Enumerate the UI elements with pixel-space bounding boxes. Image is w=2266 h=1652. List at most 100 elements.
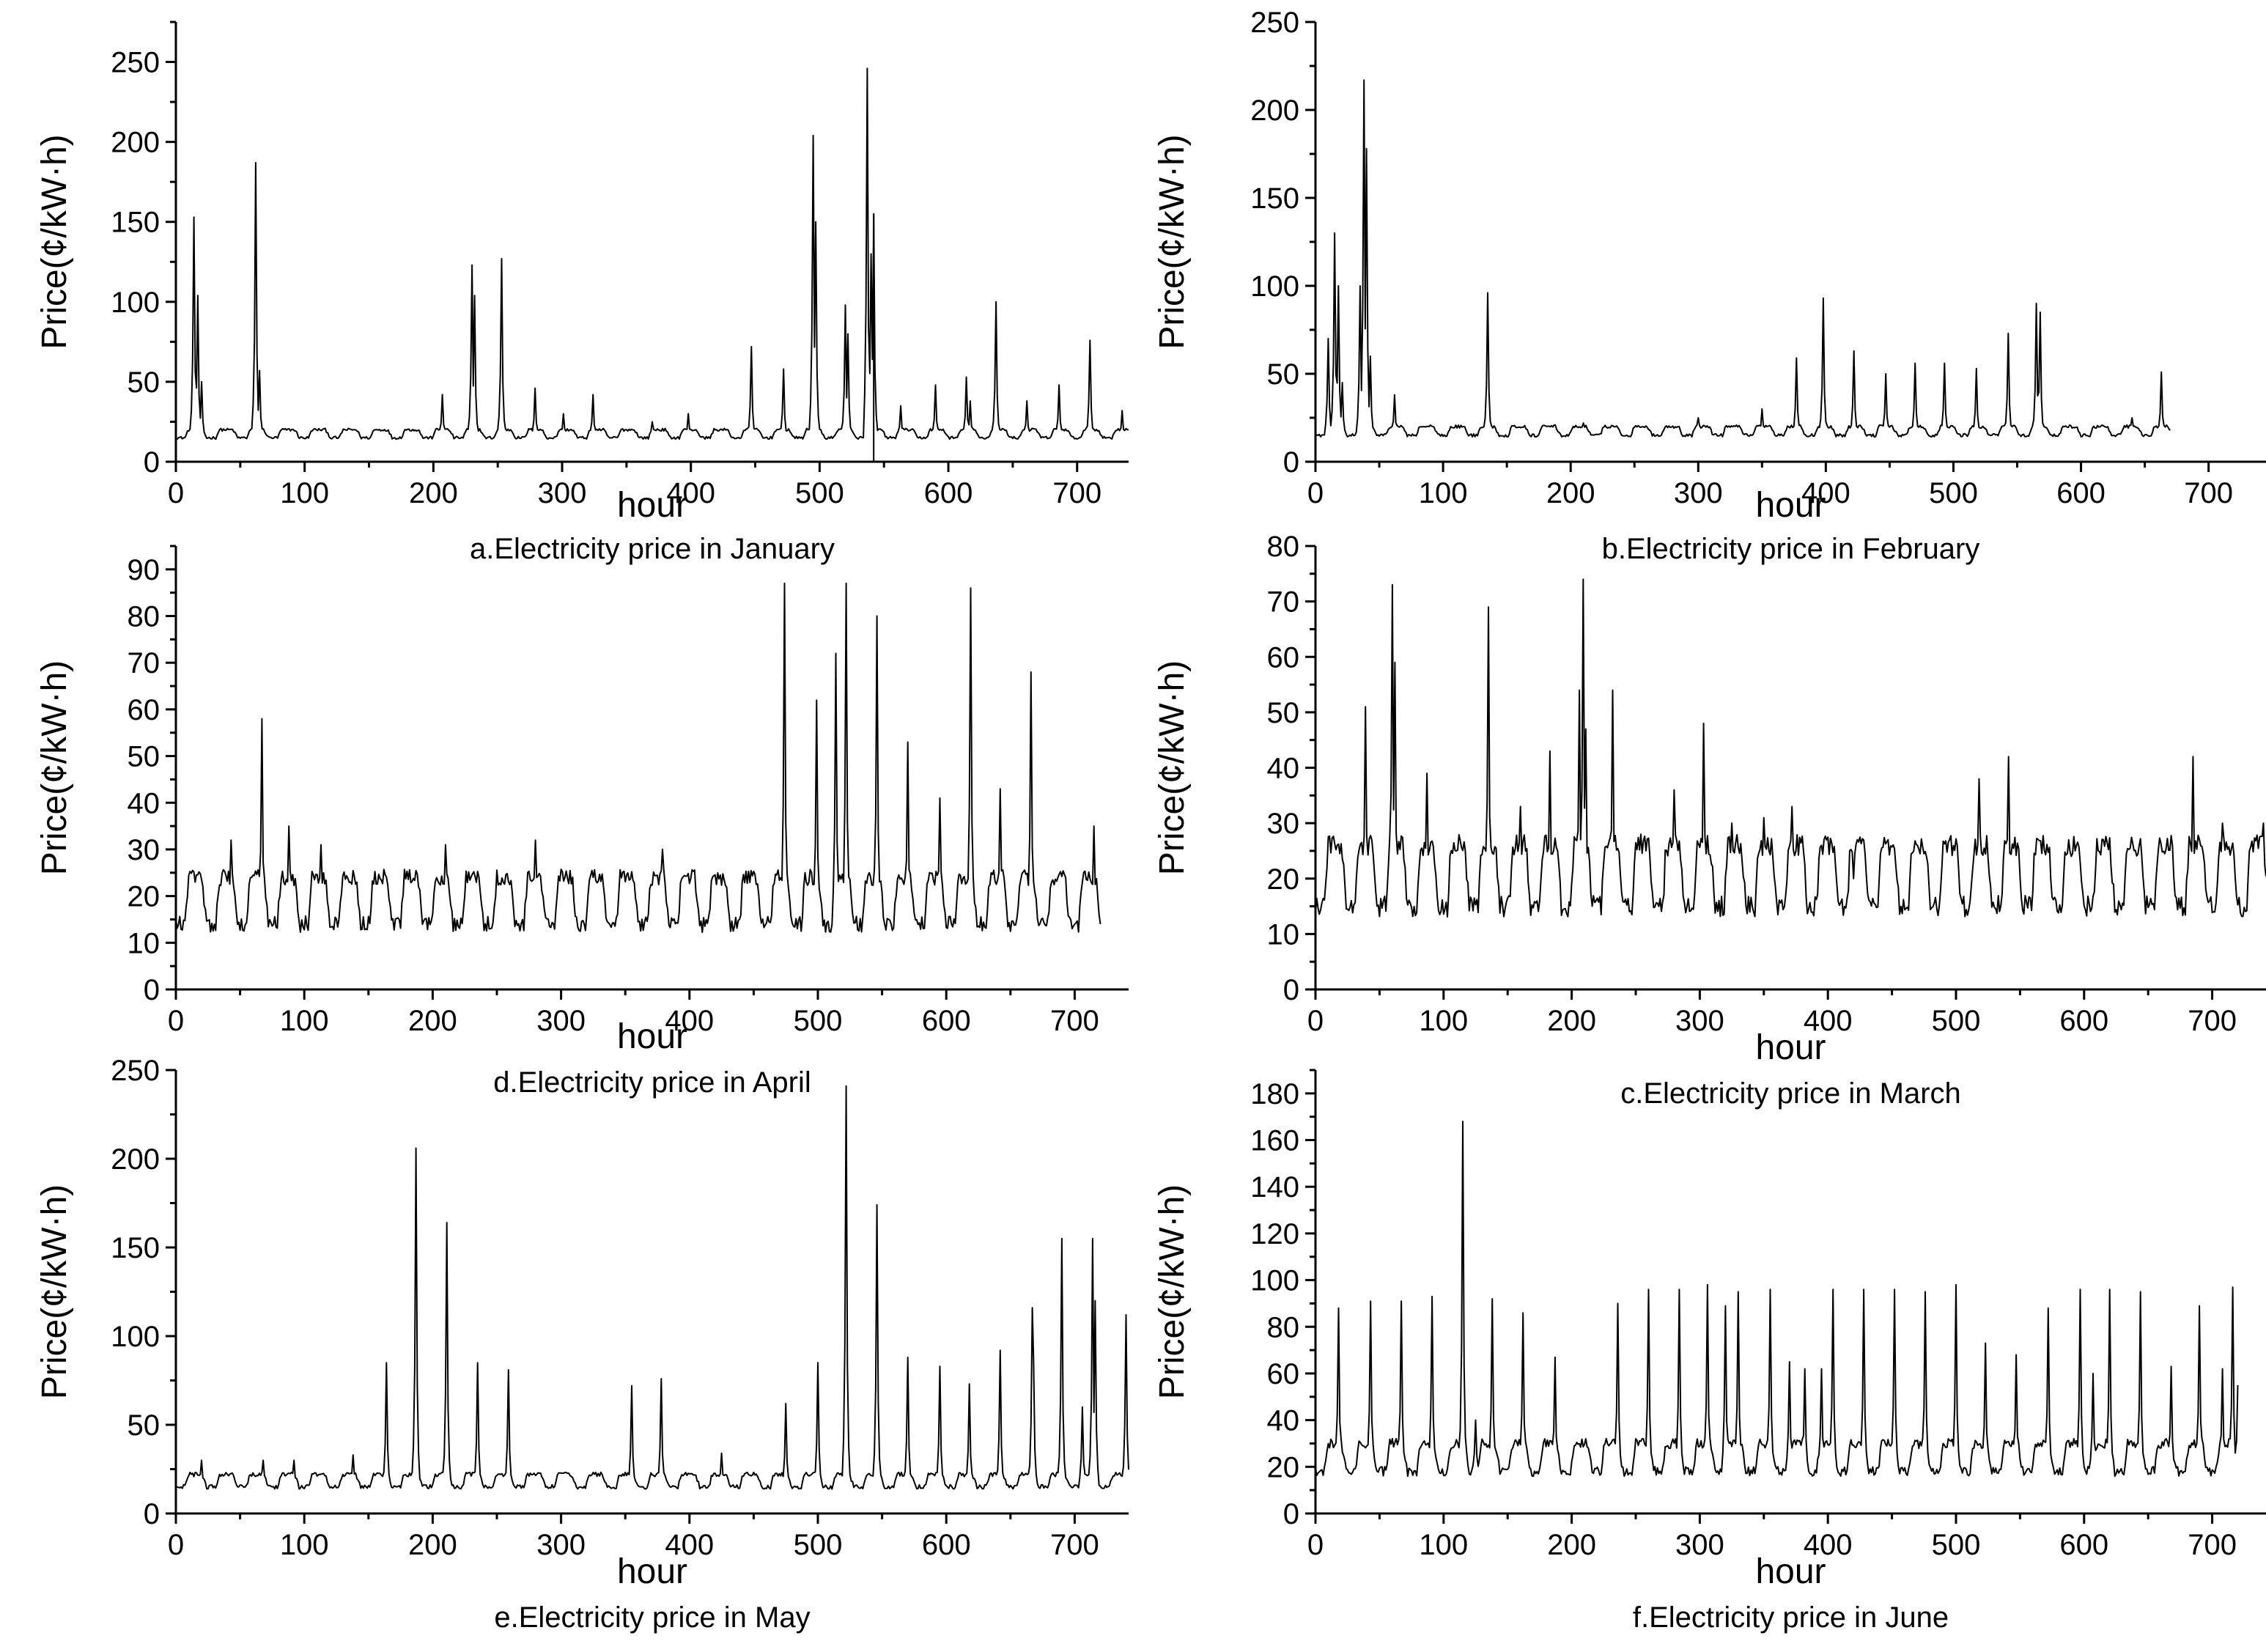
y-tick-label: 100 <box>1250 270 1299 303</box>
x-tick-label: 700 <box>2188 1529 2237 1561</box>
y-tick-label: 180 <box>1250 1078 1299 1110</box>
x-tick-label: 0 <box>168 1529 184 1561</box>
price-series-line <box>1315 79 2171 438</box>
y-tick-label: 10 <box>128 927 160 959</box>
y-tick-label: 250 <box>1250 7 1299 39</box>
x-tick-label: 200 <box>1546 477 1595 509</box>
y-tick-label: 30 <box>1267 808 1300 840</box>
x-axis-title: hour <box>1755 1552 1826 1591</box>
y-axis-title: Price(¢/kW·h) <box>1153 134 1192 349</box>
x-tick-label: 700 <box>1050 1529 1099 1561</box>
chart-panel-a: 0 50 100 150 200 250 0 100 200 300 400 500 600 700 hou… <box>35 21 1129 565</box>
y-tick-label: 50 <box>128 366 160 399</box>
y-tick-label: 100 <box>111 1321 160 1353</box>
x-tick-label: 0 <box>168 1005 184 1037</box>
y-tick-label: 250 <box>111 47 160 79</box>
x-tick-label: 600 <box>2059 1529 2108 1561</box>
y-tick-label: 40 <box>128 787 160 819</box>
y-tick-label: 100 <box>1250 1265 1299 1297</box>
x-tick-label: 400 <box>1804 1005 1853 1037</box>
chart-caption: f.Electricity price in June <box>1633 1601 1949 1634</box>
chart-caption: d.Electricity price in April <box>493 1066 811 1099</box>
y-tick-label: 200 <box>1250 95 1299 127</box>
x-tick-label: 500 <box>795 477 844 509</box>
x-tick-label: 700 <box>2184 477 2233 509</box>
x-tick-label: 100 <box>280 1529 329 1561</box>
price-series-line <box>176 67 1129 440</box>
x-tick-label: 0 <box>1307 1529 1324 1561</box>
price-series-line <box>1315 1121 2239 1478</box>
price-series-line <box>1315 578 2266 918</box>
y-tick-label: 0 <box>144 1498 160 1530</box>
x-tick-label: 500 <box>1929 477 1978 509</box>
y-tick-label: 30 <box>128 834 160 866</box>
x-tick-label: 700 <box>1050 1005 1099 1037</box>
y-tick-label: 0 <box>144 446 160 479</box>
y-axis-title: Price(¢/kW·h) <box>1153 1184 1192 1399</box>
y-axis-title: Price(¢/kW·h) <box>35 660 74 875</box>
x-tick-label: 200 <box>408 1005 457 1037</box>
y-tick-label: 0 <box>144 974 160 1006</box>
x-tick-label: 200 <box>1547 1005 1596 1037</box>
y-tick-label: 70 <box>1267 586 1300 619</box>
chart-panel-f: 0 20 40 60 80 100 120 140 160 180 0 100 200 300 400 500… <box>1153 1069 2266 1634</box>
x-tick-label: 300 <box>536 1529 586 1561</box>
x-tick-label: 200 <box>409 477 458 509</box>
x-tick-label: 0 <box>1307 1005 1324 1037</box>
y-tick-label: 50 <box>1267 697 1300 729</box>
price-series-line <box>175 1085 1129 1490</box>
y-tick-label: 60 <box>1267 1358 1300 1390</box>
chart-caption: e.Electricity price in May <box>494 1601 810 1634</box>
y-tick-label: 20 <box>1267 863 1300 896</box>
x-tick-label: 300 <box>1675 1529 1724 1561</box>
x-axis-title: hour <box>617 486 687 525</box>
x-tick-label: 100 <box>1419 477 1468 509</box>
chart-panel-b: 0 50 100 150 200 250 0 100 200 300 400 500 600 700 hou… <box>1153 7 2266 565</box>
price-series-line <box>175 582 1101 933</box>
x-tick-label: 200 <box>1547 1529 1596 1561</box>
y-tick-label: 10 <box>1267 918 1300 951</box>
y-tick-label: 120 <box>1250 1218 1299 1250</box>
x-axis-title: hour <box>1755 486 1826 525</box>
x-tick-label: 400 <box>1804 1529 1853 1561</box>
x-tick-label: 500 <box>794 1005 843 1037</box>
y-tick-label: 0 <box>1283 974 1299 1006</box>
x-axis-title: hour <box>617 1017 687 1056</box>
y-tick-label: 200 <box>111 1143 160 1176</box>
y-tick-label: 150 <box>111 207 160 239</box>
y-tick-label: 60 <box>1267 641 1300 674</box>
x-tick-label: 300 <box>536 1005 586 1037</box>
x-tick-label: 300 <box>1674 477 1723 509</box>
x-tick-label: 300 <box>538 477 587 509</box>
x-tick-label: 400 <box>666 477 715 509</box>
y-tick-label: 90 <box>128 554 160 586</box>
x-axis-title: hour <box>1755 1028 1826 1067</box>
y-tick-label: 40 <box>1267 753 1300 785</box>
y-tick-label: 0 <box>1283 446 1299 479</box>
chart-caption: a.Electricity price in January <box>470 533 835 565</box>
y-tick-label: 50 <box>128 1409 160 1442</box>
y-tick-label: 50 <box>128 741 160 773</box>
y-tick-label: 140 <box>1250 1171 1299 1203</box>
x-tick-label: 600 <box>922 1005 971 1037</box>
y-tick-label: 50 <box>1267 358 1300 391</box>
x-axis-title: hour <box>617 1552 687 1591</box>
chart-caption: b.Electricity price in February <box>1602 533 1980 565</box>
y-tick-label: 20 <box>1267 1451 1300 1483</box>
y-tick-label: 80 <box>1267 531 1300 563</box>
y-axis-title: Price(¢/kW·h) <box>35 134 74 349</box>
x-tick-label: 300 <box>1675 1005 1724 1037</box>
x-tick-label: 600 <box>2056 477 2106 509</box>
y-tick-label: 70 <box>128 647 160 679</box>
chart-caption: c.Electricity price in March <box>1620 1077 1961 1110</box>
x-tick-label: 500 <box>1932 1529 1981 1561</box>
x-tick-label: 600 <box>922 1529 971 1561</box>
x-tick-label: 400 <box>665 1529 714 1561</box>
x-tick-label: 700 <box>1052 477 1101 509</box>
y-tick-label: 20 <box>128 881 160 913</box>
x-tick-label: 100 <box>1419 1529 1468 1561</box>
x-tick-label: 600 <box>2059 1005 2108 1037</box>
y-tick-label: 150 <box>1250 182 1299 215</box>
y-tick-label: 160 <box>1250 1125 1299 1157</box>
